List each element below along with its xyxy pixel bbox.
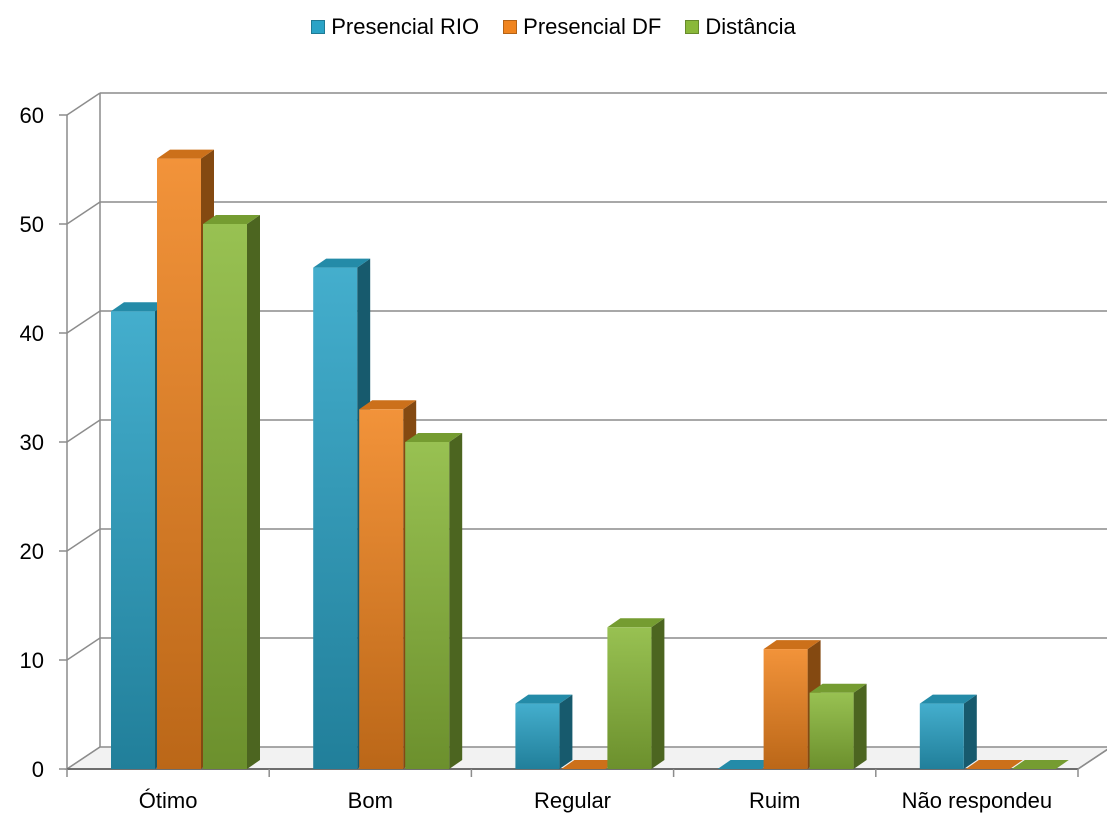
x-category-label: Ótimo — [139, 788, 198, 813]
y-tick-label: 60 — [20, 103, 44, 128]
bar-distancia — [607, 618, 665, 769]
bar-distancia — [203, 215, 260, 769]
y-axis-ticks: 0 10 20 30 40 50 60 — [20, 103, 44, 782]
y-tick-label: 20 — [20, 539, 44, 564]
x-category-label: Ruim — [749, 788, 800, 813]
bar-presencial-df — [561, 760, 619, 769]
legend-swatch-presencial-df — [503, 20, 518, 34]
y-tick-label: 30 — [20, 430, 44, 455]
bar-presencial-rio — [515, 694, 573, 769]
legend-label-distancia: Distância — [705, 14, 796, 39]
legend-item-presencial-df: Presencial DF — [503, 14, 661, 40]
legend-swatch-distancia — [685, 20, 700, 34]
legend-swatch-presencial-rio — [311, 20, 326, 34]
x-category-label: Não respondeu — [902, 788, 1052, 813]
bar-distancia — [809, 683, 867, 769]
y-tick-label: 50 — [20, 212, 44, 237]
chart-bars — [66, 149, 1079, 777]
bar-presencial-rio — [919, 694, 977, 769]
y-tick-label: 10 — [20, 648, 44, 673]
x-category-label: Bom — [348, 788, 393, 813]
bar-presencial-df — [965, 760, 1023, 769]
bar-distancia — [1011, 760, 1069, 769]
chart-legend: Presencial RIO Presencial DF Distância — [0, 14, 1107, 40]
bar-presencial-rio — [717, 760, 775, 769]
bar-distancia — [405, 433, 463, 769]
chart-grid — [59, 92, 1107, 770]
legend-label-presencial-df: Presencial DF — [523, 14, 662, 39]
legend-item-presencial-rio: Presencial RIO — [311, 14, 479, 40]
x-category-label: Regular — [534, 788, 611, 813]
legend-label-presencial-rio: Presencial RIO — [331, 14, 480, 39]
legend-item-distancia: Distância — [685, 14, 796, 40]
x-axis-labels: Ótimo Bom Regular Ruim Não respondeu — [139, 788, 1052, 813]
y-tick-label: 0 — [32, 757, 44, 782]
y-tick-label: 40 — [20, 321, 44, 346]
